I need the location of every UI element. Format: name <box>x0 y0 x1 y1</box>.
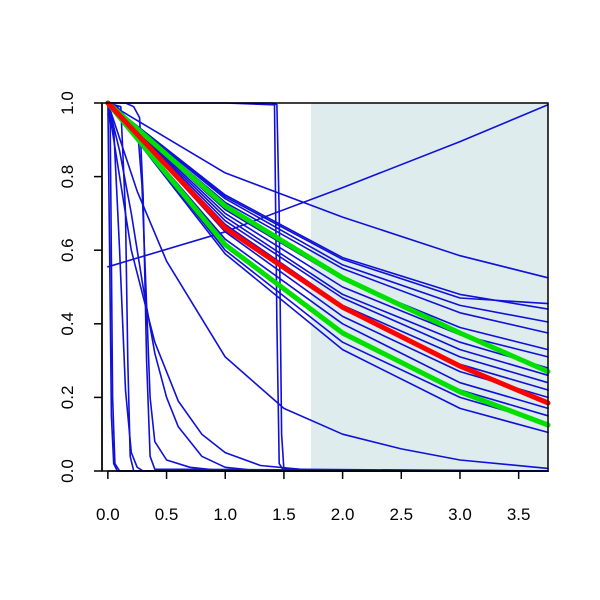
series-line-blue-15 <box>107 102 549 279</box>
shaded-region <box>310 103 548 471</box>
series-line-blue-2 <box>107 102 549 358</box>
x-tick-label: 1.5 <box>272 505 296 524</box>
series-line-blue-19 <box>107 102 549 472</box>
series-line-blue-12 <box>107 102 549 323</box>
series-line-green-29 <box>105 100 551 428</box>
series-line-blue-21 <box>107 102 549 472</box>
x-tick-label: 0.5 <box>155 505 179 524</box>
y-axis: 0.0 0.2 0.4 0.6 0.8 1.0 <box>58 91 103 483</box>
x-tick-label: 2.5 <box>389 505 413 524</box>
series-line-blue-11 <box>107 102 549 434</box>
series-line-green-28 <box>105 100 551 375</box>
y-tick-label: 0.4 <box>58 312 77 336</box>
series-line-blue-4 <box>107 102 549 377</box>
series-line-blue-17 <box>107 102 549 470</box>
series-line-blue-3 <box>107 102 549 369</box>
shaded-region-layer <box>310 103 548 471</box>
x-tick-label: 0.0 <box>96 505 120 524</box>
y-tick-label: 0.6 <box>58 238 77 262</box>
y-tick-label: 0.0 <box>58 459 77 483</box>
x-tick-label: 3.5 <box>507 505 531 524</box>
x-tick-label: 1.0 <box>213 505 237 524</box>
x-axis: 0.0 0.5 1.0 1.5 2.0 2.5 3.0 3.5 <box>96 470 531 524</box>
y-tick-label: 0.2 <box>58 386 77 410</box>
series-line-red-30 <box>105 100 551 406</box>
series-line-blue-14 <box>107 102 549 305</box>
series-line-blue-18 <box>107 102 549 472</box>
y-tick-label: 0.8 <box>58 165 77 189</box>
series-line-blue-16 <box>107 104 549 268</box>
x-tick-label: 2.0 <box>331 505 355 524</box>
y-tick-label: 1.0 <box>58 91 77 115</box>
x-tick-label: 3.0 <box>448 505 472 524</box>
